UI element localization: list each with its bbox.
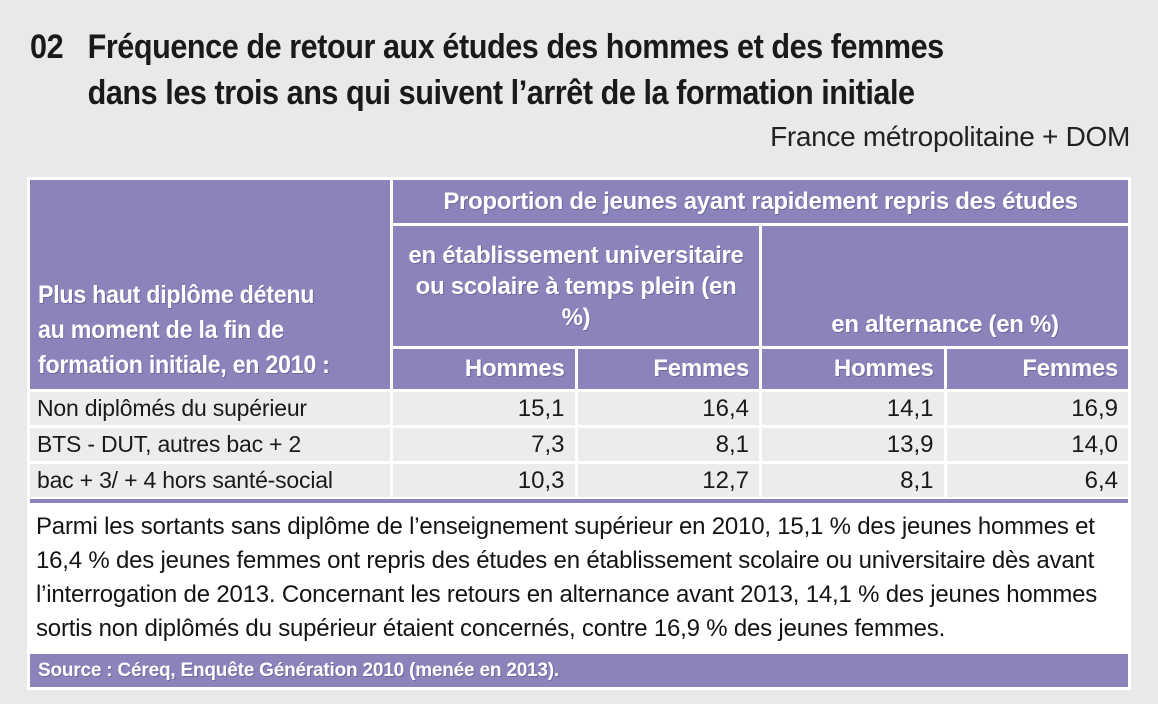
row-label: bac + 3/ + 4 hors santé-social [30,464,390,497]
data-table: Plus haut diplôme détenu au moment de la… [30,180,1128,497]
value-cell: 16,9 [946,392,1128,425]
figure-title: Fréquence de retour aux études des homme… [87,24,945,116]
reading-note: Parmi les sortants sans diplôme de l’ens… [30,503,1128,654]
value-cell: 13,9 [762,428,944,461]
stub-line-2: au moment de la fin de [38,316,284,344]
value-cell: 8,1 [577,428,759,461]
value-cell: 12,7 [577,464,759,497]
table-panel: Plus haut diplôme détenu au moment de la… [27,177,1131,690]
coverage-note: France métropolitaine + DOM [770,121,1130,152]
group-header-alternance: en alternance (en %) [762,226,1128,346]
value-cell: 6,4 [946,464,1128,497]
value-cell: 10,3 [393,464,575,497]
stub-header-text: Plus haut diplôme détenu au moment de la… [38,278,330,383]
figure-title-line-1: Fréquence de retour aux études des homme… [87,28,945,66]
value-cell: 15,1 [393,392,575,425]
col-header-femmes-2: Femmes [946,349,1128,389]
row-label: BTS - DUT, autres bac + 2 [30,428,390,461]
stub-header-cell: Plus haut diplôme détenu au moment de la… [30,180,390,389]
col-header-hommes-1: Hommes [393,349,575,389]
col-header-femmes-1: Femmes [577,349,759,389]
value-cell: 7,3 [393,428,575,461]
value-cell: 14,0 [946,428,1128,461]
table-bottom-rule [30,499,1128,503]
source-bar: Source : Céreq, Enquête Génération 2010 … [30,654,1128,687]
figure-title-block: 02 Fréquence de retour aux études des ho… [30,24,944,116]
col-header-hommes-2: Hommes [762,349,944,389]
value-cell: 8,1 [762,464,944,497]
stub-line-1: Plus haut diplôme détenu [38,281,315,309]
stub-line-3: formation initiale, en 2010 : [38,351,330,379]
figure-number: 02 [30,28,64,66]
figure-title-line-2: dans les trois ans qui suivent l’arrêt d… [87,74,915,112]
row-label: Non diplômés du supérieur [30,392,390,425]
table-top-header: Proportion de jeunes ayant rapidement re… [393,180,1128,223]
value-cell: 16,4 [577,392,759,425]
group-header-fulltime: en établissement universitaire ou scolai… [393,226,759,346]
value-cell: 14,1 [762,392,944,425]
